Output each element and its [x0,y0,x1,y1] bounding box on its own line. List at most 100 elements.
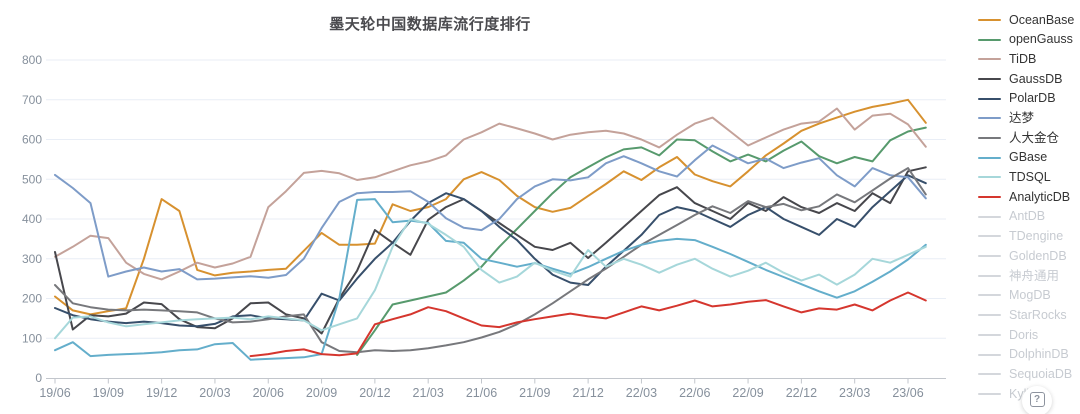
legend-item-人大金仓[interactable]: 人大金仓 [978,128,1078,148]
x-axis-tick-label: 20/12 [359,386,390,400]
legend-item-AnalyticDB[interactable]: AnalyticDB [978,187,1078,207]
legend-label: 神舟通用 [1009,268,1060,283]
x-axis-tick-label: 19/06 [39,386,70,400]
question-mark-icon: ? [1029,392,1045,407]
legend-swatch-icon [978,117,1001,120]
x-axis-tick-label: 22/09 [732,386,763,400]
legend-item-TDengine[interactable]: TDengine [978,227,1078,247]
y-axis-tick-label: 800 [22,53,42,67]
legend-label: SequoiaDB [1009,366,1073,381]
x-axis-tick-label: 19/12 [146,386,177,400]
legend-label: DolphinDB [1009,347,1069,362]
series-line-TiDB [54,107,927,281]
legend-swatch-icon [978,58,1001,61]
legend-label: OceanBase [1009,12,1075,27]
legend-item-AntDB[interactable]: AntDB [978,207,1078,227]
legend-label: openGauss [1009,32,1073,47]
series-line-GaussDB [54,166,927,335]
legend-item-PolarDB[interactable]: PolarDB [978,89,1078,109]
series-line-人大金仓 [54,167,927,354]
series-line-AnalyticDB [249,291,927,358]
legend-swatch-icon [978,235,1001,238]
legend-swatch-icon [978,38,1001,41]
x-axis-tick-label: 20/06 [253,386,284,400]
help-button[interactable]: ? [1022,386,1052,414]
legend-swatch-icon [978,314,1001,317]
y-axis-tick-label: 100 [22,331,42,345]
legend-label: GoldenDB [1009,248,1067,263]
series-line-TDSQL [54,218,927,340]
x-axis-tick-label: 21/12 [572,386,603,400]
legend-swatch-icon [978,333,1001,336]
legend-swatch-icon [978,18,1001,21]
legend-item-达梦[interactable]: 达梦 [978,108,1078,128]
legend-label: 人大金仓 [1009,130,1060,145]
legend-swatch-icon [978,215,1001,218]
y-axis-tick-label: 600 [22,133,42,147]
legend-item-DolphinDB[interactable]: DolphinDB [978,345,1078,365]
y-axis-tick-label: 300 [22,252,42,266]
legend-item-GBase[interactable]: GBase [978,148,1078,168]
legend-swatch-icon [978,176,1001,179]
legend-item-TDSQL[interactable]: TDSQL [978,168,1078,188]
x-axis-tick-label: 20/09 [306,386,337,400]
legend-swatch-icon [978,196,1001,199]
series-line-GBase [54,198,927,361]
x-axis-tick-label: 21/03 [413,386,444,400]
x-axis-tick-label: 22/12 [786,386,817,400]
chart-legend: OceanBase openGauss TiDB GaussDB PolarDB 达梦人大… [978,10,1078,404]
x-axis-tick-label: 19/09 [93,386,124,400]
y-axis-tick-label: 400 [22,212,42,226]
x-axis-tick-label: 21/09 [519,386,550,400]
legend-item-TiDB[interactable]: TiDB [978,49,1078,69]
legend-swatch-icon [978,156,1001,159]
series-line-OceanBase [54,98,927,316]
legend-label: Doris [1009,327,1039,342]
legend-label: TDSQL [1009,170,1051,185]
legend-label: StarRocks [1009,307,1067,322]
legend-swatch-icon [978,97,1001,100]
legend-label: AnalyticDB [1009,189,1071,204]
x-axis-tick-label: 21/06 [466,386,497,400]
x-axis-tick-label: 20/03 [199,386,230,400]
legend-item-SequoiaDB[interactable]: SequoiaDB [978,364,1078,384]
chart-title: 墨天轮中国数据库流行度排行 [329,16,531,33]
series-line-达梦 [54,144,927,281]
legend-item-GaussDB[interactable]: GaussDB [978,69,1078,89]
x-axis-tick-label: 22/03 [626,386,657,400]
y-axis-tick-label: 200 [22,292,42,306]
legend-swatch-icon [978,274,1001,277]
legend-label: 达梦 [1009,111,1035,126]
legend-swatch-icon [978,353,1001,356]
series-line-PolarDB [54,174,927,328]
x-axis-tick-label: 22/06 [679,386,710,400]
legend-label: TiDB [1009,51,1037,66]
legend-item-openGauss[interactable]: openGauss [978,30,1078,50]
legend-label: GaussDB [1009,71,1063,86]
legend-item-神舟通用[interactable]: 神舟通用 [978,266,1078,286]
x-axis-tick-label: 23/03 [839,386,870,400]
legend-swatch-icon [978,136,1001,139]
legend-item-GoldenDB[interactable]: GoldenDB [978,246,1078,266]
legend-swatch-icon [978,294,1001,297]
legend-swatch-icon [978,373,1001,376]
legend-swatch-icon [978,77,1001,80]
legend-item-Doris[interactable]: Doris [978,325,1078,345]
legend-item-MogDB[interactable]: MogDB [978,286,1078,306]
legend-item-StarRocks[interactable]: StarRocks [978,305,1078,325]
x-axis-tick-label: 23/06 [892,386,923,400]
legend-label: MogDB [1009,288,1051,303]
y-axis-tick-label: 500 [22,172,42,186]
series-line-openGauss [356,126,927,356]
legend-label: TDengine [1009,229,1064,244]
legend-swatch-icon [978,255,1001,258]
legend-swatch-icon [978,392,1001,395]
y-axis-tick-label: 700 [22,93,42,107]
legend-label: AntDB [1009,209,1046,224]
y-axis-tick-label: 0 [35,371,42,385]
legend-label: GBase [1009,150,1048,165]
legend-label: PolarDB [1009,91,1056,106]
legend-item-OceanBase[interactable]: OceanBase [978,10,1078,30]
